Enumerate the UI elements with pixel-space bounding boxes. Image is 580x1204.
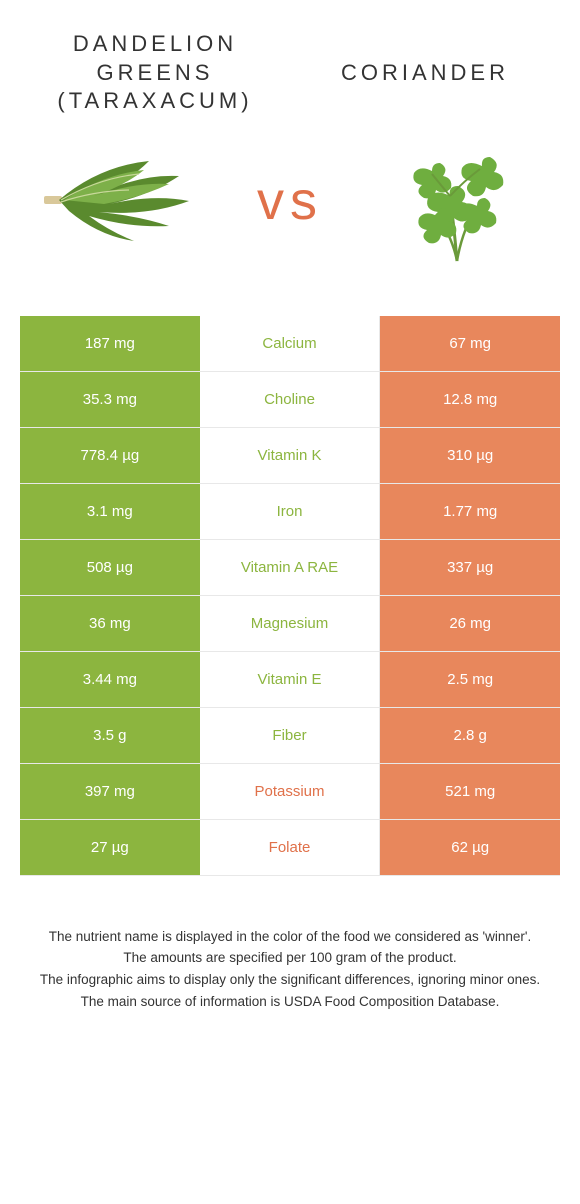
- footer-notes: The nutrient name is displayed in the co…: [0, 876, 580, 1012]
- right-value: 26 mg: [380, 596, 560, 652]
- vs-row: vs: [0, 116, 580, 316]
- footer-line-3: The infographic aims to display only the…: [30, 969, 550, 991]
- right-value: 2.5 mg: [380, 652, 560, 708]
- left-title-line3: (taraxacum): [57, 88, 252, 113]
- left-value: 27 µg: [20, 820, 200, 876]
- comparison-table: 187 mgCalcium67 mg35.3 mgCholine12.8 mg7…: [20, 316, 560, 876]
- coriander-icon: [382, 136, 532, 266]
- right-value: 62 µg: [380, 820, 560, 876]
- table-row: 508 µgVitamin A RAE337 µg: [20, 540, 560, 596]
- right-value: 1.77 mg: [380, 484, 560, 540]
- table-row: 778.4 µgVitamin K310 µg: [20, 428, 560, 484]
- table-row: 3.44 mgVitamin E2.5 mg: [20, 652, 560, 708]
- right-food-title: Coriander: [290, 59, 560, 88]
- footer-line-2: The amounts are specified per 100 gram o…: [30, 947, 550, 969]
- left-value: 3.1 mg: [20, 484, 200, 540]
- table-row: 36 mgMagnesium26 mg: [20, 596, 560, 652]
- table-row: 35.3 mgCholine12.8 mg: [20, 372, 560, 428]
- nutrient-name: Vitamin E: [200, 652, 381, 708]
- left-value: 778.4 µg: [20, 428, 200, 484]
- header: Dandelion greens (taraxacum) Coriander: [0, 0, 580, 116]
- right-value: 337 µg: [380, 540, 560, 596]
- left-food-image: [0, 146, 247, 256]
- table-row: 3.1 mgIron1.77 mg: [20, 484, 560, 540]
- nutrient-name: Iron: [200, 484, 381, 540]
- nutrient-name: Choline: [200, 372, 381, 428]
- right-value: 12.8 mg: [380, 372, 560, 428]
- footer-line-4: The main source of information is USDA F…: [30, 991, 550, 1013]
- table-row: 397 mgPotassium521 mg: [20, 764, 560, 820]
- left-value: 35.3 mg: [20, 372, 200, 428]
- right-title: Coriander: [290, 59, 560, 88]
- table-row: 187 mgCalcium67 mg: [20, 316, 560, 372]
- nutrient-name: Vitamin K: [200, 428, 381, 484]
- left-value: 3.44 mg: [20, 652, 200, 708]
- left-food-title: Dandelion greens (taraxacum): [20, 30, 290, 116]
- nutrient-name: Vitamin A RAE: [200, 540, 381, 596]
- left-value: 397 mg: [20, 764, 200, 820]
- left-value: 508 µg: [20, 540, 200, 596]
- left-title-line2: greens: [97, 60, 214, 85]
- right-value: 310 µg: [380, 428, 560, 484]
- vs-label: vs: [247, 170, 333, 232]
- right-value: 2.8 g: [380, 708, 560, 764]
- nutrient-name: Folate: [200, 820, 381, 876]
- left-value: 187 mg: [20, 316, 200, 372]
- left-value: 36 mg: [20, 596, 200, 652]
- nutrient-name: Potassium: [200, 764, 381, 820]
- table-row: 27 µgFolate62 µg: [20, 820, 560, 876]
- right-food-image: [333, 136, 580, 266]
- right-value: 67 mg: [380, 316, 560, 372]
- nutrient-name: Magnesium: [200, 596, 381, 652]
- right-value: 521 mg: [380, 764, 560, 820]
- footer-line-1: The nutrient name is displayed in the co…: [30, 926, 550, 948]
- left-value: 3.5 g: [20, 708, 200, 764]
- table-row: 3.5 gFiber2.8 g: [20, 708, 560, 764]
- left-title-line1: Dandelion: [73, 31, 237, 56]
- nutrient-name: Calcium: [200, 316, 381, 372]
- dandelion-greens-icon: [39, 146, 209, 256]
- nutrient-name: Fiber: [200, 708, 381, 764]
